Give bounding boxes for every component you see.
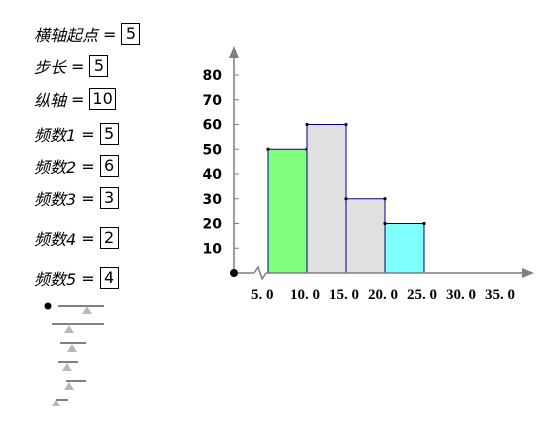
param-value-input[interactable]: 6 xyxy=(99,155,119,177)
param-label: 横轴起点 xyxy=(34,26,99,45)
bar-corner-point xyxy=(383,221,387,226)
slider-handle-icon[interactable] xyxy=(52,400,60,406)
y-tick-label: 50 xyxy=(203,142,223,158)
y-tick-label: 40 xyxy=(203,167,223,183)
param-label: 纵轴 xyxy=(34,91,67,110)
param-label: 频数3 xyxy=(34,190,77,209)
equals-sign: = xyxy=(81,156,95,176)
x-tick-label: 35. 0 xyxy=(485,287,515,303)
slider-handle-icon[interactable] xyxy=(82,306,92,314)
equals-sign: = xyxy=(81,268,95,288)
slider-handle-icon[interactable] xyxy=(67,344,77,352)
histogram-bar xyxy=(306,124,347,274)
param-label: 频数4 xyxy=(34,230,77,249)
param-row: 纵轴 = 10 xyxy=(34,87,116,111)
x-tick-label: 25. 0 xyxy=(407,287,437,303)
origin-point[interactable] xyxy=(230,269,238,277)
param-value-input[interactable]: 5 xyxy=(99,123,119,145)
slider-handle-icon[interactable] xyxy=(64,382,74,390)
y-tick-label: 60 xyxy=(203,118,223,134)
y-axis-arrow-icon xyxy=(229,46,239,58)
x-tick-label: 20. 0 xyxy=(368,287,398,303)
param-value-input[interactable]: 3 xyxy=(99,187,119,209)
param-value-input[interactable]: 2 xyxy=(99,227,119,249)
y-tick-label: 30 xyxy=(203,192,223,208)
equals-sign: = xyxy=(81,124,95,144)
param-row: 频数3 = 3 xyxy=(34,186,119,210)
histogram-bar xyxy=(345,198,386,274)
param-value-input[interactable]: 5 xyxy=(121,23,141,45)
bar-corner-point xyxy=(344,122,348,127)
histogram-bar xyxy=(267,148,308,274)
y-tick-label: 70 xyxy=(203,93,223,109)
y-tick-label: 20 xyxy=(203,217,223,233)
histogram-bar xyxy=(384,223,425,274)
param-row: 频数2 = 6 xyxy=(34,154,119,178)
equals-sign: = xyxy=(71,56,85,76)
param-value-input[interactable]: 4 xyxy=(99,267,119,289)
bar-corner-point xyxy=(383,197,387,201)
equals-sign: = xyxy=(81,228,95,248)
x-axis-break-icon xyxy=(253,265,267,281)
param-row: 步长 = 5 xyxy=(34,54,109,78)
param-label: 频数5 xyxy=(34,270,77,289)
param-row: 横轴起点 = 5 xyxy=(34,22,141,46)
slider-anchor-point[interactable] xyxy=(44,302,52,310)
bar-corner-point xyxy=(305,122,309,127)
y-tick-label: 80 xyxy=(203,68,223,84)
param-label: 频数1 xyxy=(34,126,77,145)
param-value-input[interactable]: 10 xyxy=(89,88,116,110)
equals-sign: = xyxy=(71,89,85,109)
param-row: 频数5 = 4 xyxy=(34,266,119,290)
x-tick-label: 5. 0 xyxy=(251,287,274,303)
param-value-input[interactable]: 5 xyxy=(89,55,109,77)
bar-corner-point xyxy=(344,197,348,201)
y-tick-label: 10 xyxy=(203,241,223,257)
x-tick-label: 15. 0 xyxy=(329,287,359,303)
equals-sign: = xyxy=(81,188,95,208)
x-tick-label: 30. 0 xyxy=(446,287,476,303)
param-label: 步长 xyxy=(34,58,67,77)
param-label: 频数2 xyxy=(34,158,77,177)
slider-handle-icon[interactable] xyxy=(62,363,72,371)
param-row: 频数1 = 5 xyxy=(34,122,119,146)
x-tick-label: 10. 0 xyxy=(290,287,320,303)
bar-corner-point xyxy=(266,147,270,151)
bar-corner-point xyxy=(422,221,426,226)
equals-sign: = xyxy=(103,24,117,44)
param-row: 频数4 = 2 xyxy=(34,226,119,250)
slider-handle-icon[interactable] xyxy=(64,325,74,333)
x-axis-arrow-icon xyxy=(522,268,534,278)
